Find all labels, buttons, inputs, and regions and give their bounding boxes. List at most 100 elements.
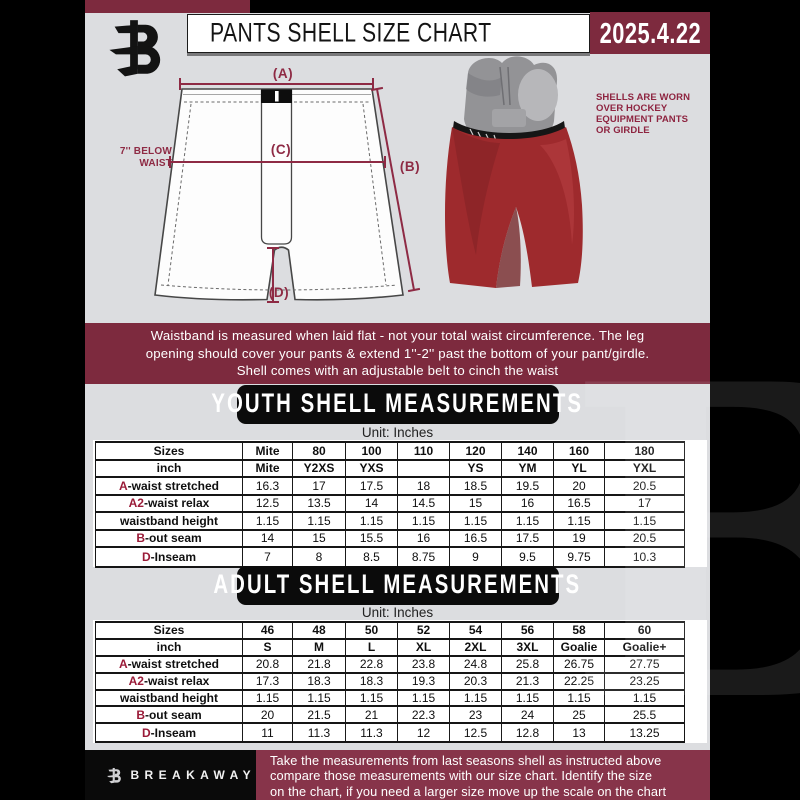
row-label-text: -out seam [144,707,202,722]
row-label-text: -waist stretched [127,657,220,672]
youth-unit-label: Unit: Inches [361,425,434,440]
adult-table-row: inch S M L XL 2XL 3XL Goalie Goalie+ [96,639,684,657]
table-cell: 2XL [450,639,502,655]
table-cell: YXL [632,461,657,476]
girdle-shape [464,56,558,143]
table-cell: 120 [450,443,502,459]
size-chart-page: PANTS SHELL SIZE CHART 2025.4.22 (A) (B) [85,0,710,800]
table-cell: 18.3 [293,673,346,689]
table-cell: 1.15 [450,690,502,706]
text-line: on the chart, if you need a larger size … [270,783,667,799]
table-cell: 1.15 [293,513,346,529]
row-label-text: -out seam [144,531,202,546]
table-cell: 21 [346,707,398,723]
table-cell: 15.5 [346,530,398,546]
table-cell: 20.5 [632,531,657,546]
row-label-text: Sizes [153,623,185,638]
waist-laces [469,128,497,142]
table-cell: 21.5 [293,707,346,723]
table-cell: 18.3 [346,673,398,689]
row-label-prefix: A2 [128,496,144,511]
table-cell: 16.5 [450,530,502,546]
table-cell: Goalie [554,639,605,655]
row-label-cell: inch [96,460,243,476]
adult-table-row: waistband height 1.15 1.15 1.15 1.15 1.15 1.15… [96,690,684,708]
text-line: opening should cover your pants & extend… [145,345,650,361]
text-line: Waistband is measured when laid flat - n… [150,328,645,344]
title-bar: PANTS SHELL SIZE CHART [187,14,590,53]
table-cell: 18.5 [450,478,502,494]
breakaway-logo-icon [106,761,121,789]
text-line: Take the measurements from last seasons … [270,752,662,768]
label-C: (C) [270,142,292,157]
table-cell: 23.8 [398,656,450,672]
adult-size-table: Sizes 46 48 50 52 54 56 58 60 inch S M L XL 2XL 3XL Goal… [95,621,685,744]
belt-buckle-slit [275,91,279,102]
youth-heading-text: YOUTH SHELL MEASUREMENTS [211,389,584,419]
row-label-text: -waist relax [143,496,210,511]
date-text: 2025.4.22 [599,16,701,49]
text-line: WAIST [139,158,172,169]
table-cell: 20 [554,478,605,494]
table-cell: 24.8 [450,656,502,672]
table-cell: 1.15 [346,513,398,529]
table-cell: 15 [293,530,346,546]
table-cell: 12.5 [243,495,293,511]
row-label-prefix: B [136,707,145,722]
table-cell: 20.5 [632,478,657,493]
shell-measurement-diagram [154,78,421,303]
table-cell: 56 [502,623,554,638]
table-cell: 1.15 [632,691,657,705]
table-cell: 22.8 [346,656,398,672]
table-cell: 3XL [502,639,554,655]
row-label-text: inch [156,461,182,476]
fly-panel [260,90,293,245]
table-cell: 1.15 [450,513,502,529]
text-line: compare those measurements with our size… [270,768,653,784]
photo-note: SHELLS ARE WORN OVER HOCKEY EQUIPMENT PANT… [596,92,716,136]
row-label-cell: Sizes [96,623,243,638]
table-cell: 20.3 [450,673,502,689]
footer-instructions: Take the measurements from last seasons … [256,750,710,800]
table-cell: YM [502,460,554,476]
text-line: Shell comes with an adjustable belt to c… [236,363,559,379]
table-cell: 27.75 [629,657,660,672]
label-D: (D) [268,285,290,300]
youth-size-table: Sizes Mite 80 100 110 120 140 160 180 inch Mite Y2X… [95,441,685,568]
youth-table-row: A2 -waist relax 12.5 13.5 14 14.5 15 16 16.5 17 [96,495,684,513]
table-cell: 60 [637,623,652,638]
row-label-cell: waistband height [96,690,243,706]
row-label-prefix: A [118,478,128,493]
table-cell: 22.25 [554,673,605,689]
row-label-prefix: A [118,657,128,672]
table-cell: YXS [346,460,398,476]
youth-table-row: Sizes Mite 80 100 110 120 140 160 180 [96,443,684,461]
table-cell: 180 [634,443,655,458]
measurement-notice-banner: Waistband is measured when laid flat - n… [85,323,710,384]
table-cell: 17 [637,496,652,511]
table-cell: 7 [243,548,293,566]
row-label-prefix: B [136,531,145,546]
row-label-prefix: D [141,725,151,740]
table-cell: L [346,639,398,655]
table-cell: 13.5 [293,495,346,511]
table-cell: S [243,639,293,655]
table-cell: 11.3 [293,724,346,742]
table-cell: 16.5 [554,495,605,511]
table-cell: 9 [450,548,502,566]
row-label-cell: A2 -waist relax [96,673,243,689]
table-cell: 25.8 [502,656,554,672]
table-cell: 9.75 [554,548,605,566]
table-cell: Y2XS [293,460,346,476]
table-cell: XL [398,639,450,655]
table-cell: 1.15 [346,690,398,706]
table-cell: 21.8 [293,656,346,672]
adult-table-wrap: Sizes 46 48 50 52 54 56 58 60 inch S M L XL 2XL 3XL Goal… [93,620,707,744]
table-cell: 23 [450,707,502,723]
row-label-text: -Inseam [150,725,197,740]
table-cell: Mite [243,443,293,459]
table-cell: 20 [243,707,293,723]
table-cell: 23.25 [629,674,660,689]
label-B: (B) [399,159,421,174]
table-cell: 54 [450,623,502,638]
